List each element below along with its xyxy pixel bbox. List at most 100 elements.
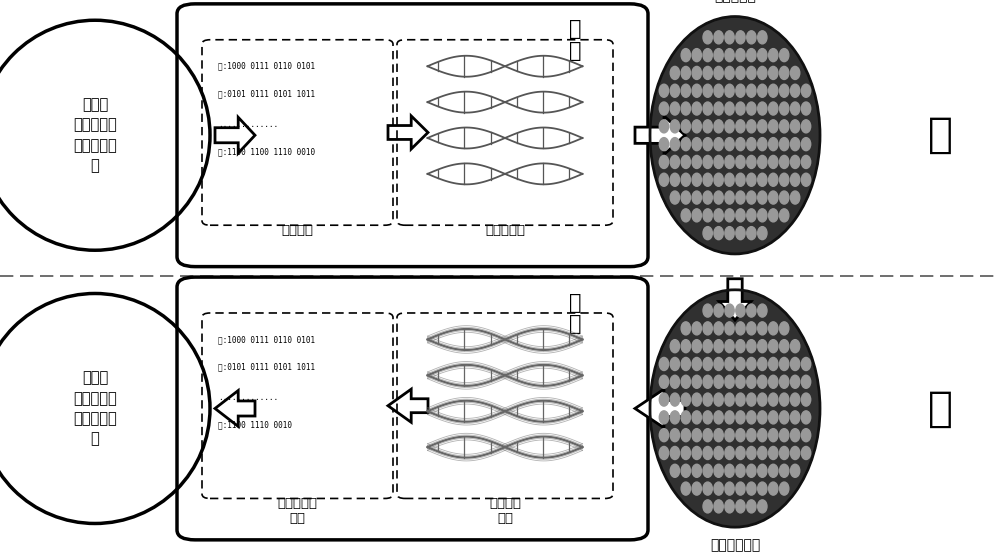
Ellipse shape	[769, 411, 778, 424]
Ellipse shape	[725, 102, 734, 115]
Ellipse shape	[801, 429, 811, 442]
Ellipse shape	[692, 393, 701, 406]
Ellipse shape	[659, 358, 669, 370]
Text: 荧光探针杂交: 荧光探针杂交	[710, 538, 760, 552]
Ellipse shape	[670, 464, 680, 477]
Ellipse shape	[725, 84, 734, 97]
Ellipse shape	[769, 464, 778, 477]
Ellipse shape	[769, 393, 778, 406]
FancyBboxPatch shape	[177, 4, 648, 267]
Ellipse shape	[714, 156, 723, 168]
Ellipse shape	[681, 482, 690, 495]
Ellipse shape	[725, 411, 734, 424]
Polygon shape	[215, 391, 255, 426]
Ellipse shape	[714, 358, 723, 370]
Ellipse shape	[758, 482, 767, 495]
Ellipse shape	[670, 137, 680, 151]
Ellipse shape	[681, 429, 690, 442]
Text: 题:1100 1100 1110 0010: 题:1100 1100 1110 0010	[218, 147, 315, 156]
Ellipse shape	[670, 411, 680, 424]
Ellipse shape	[769, 84, 778, 97]
Ellipse shape	[747, 209, 756, 222]
Ellipse shape	[758, 358, 767, 370]
Ellipse shape	[725, 464, 734, 477]
Text: 还原成二进
制码: 还原成二进 制码	[278, 497, 318, 525]
Ellipse shape	[659, 84, 669, 97]
Ellipse shape	[725, 304, 734, 317]
Ellipse shape	[747, 429, 756, 442]
Ellipse shape	[790, 191, 800, 204]
Ellipse shape	[769, 102, 778, 115]
Ellipse shape	[714, 322, 723, 335]
Ellipse shape	[659, 120, 669, 133]
Text: 题:1100 1110 0010: 题:1100 1110 0010	[218, 421, 292, 429]
Ellipse shape	[681, 322, 690, 335]
Ellipse shape	[692, 411, 701, 424]
Ellipse shape	[703, 209, 712, 222]
Ellipse shape	[790, 358, 800, 370]
Ellipse shape	[769, 209, 778, 222]
Ellipse shape	[692, 173, 701, 186]
Ellipse shape	[736, 375, 745, 388]
Ellipse shape	[714, 339, 723, 353]
Ellipse shape	[703, 447, 712, 459]
Ellipse shape	[758, 464, 767, 477]
Ellipse shape	[736, 429, 745, 442]
Ellipse shape	[780, 411, 789, 424]
Ellipse shape	[725, 482, 734, 495]
Ellipse shape	[703, 191, 712, 204]
Ellipse shape	[714, 304, 723, 317]
Ellipse shape	[736, 209, 745, 222]
Ellipse shape	[681, 120, 690, 133]
Ellipse shape	[703, 322, 712, 335]
Ellipse shape	[681, 339, 690, 353]
Ellipse shape	[736, 393, 745, 406]
Ellipse shape	[758, 429, 767, 442]
Ellipse shape	[681, 173, 690, 186]
Ellipse shape	[714, 227, 723, 240]
Ellipse shape	[714, 393, 723, 406]
Ellipse shape	[714, 31, 723, 44]
Ellipse shape	[703, 393, 712, 406]
Ellipse shape	[769, 482, 778, 495]
Ellipse shape	[801, 156, 811, 168]
Text: 读: 读	[928, 388, 952, 429]
Text: 解
码: 解 码	[569, 293, 581, 334]
Ellipse shape	[801, 411, 811, 424]
Ellipse shape	[747, 447, 756, 459]
Ellipse shape	[780, 209, 789, 222]
Ellipse shape	[758, 191, 767, 204]
Ellipse shape	[736, 49, 745, 62]
Ellipse shape	[736, 120, 745, 133]
Ellipse shape	[747, 173, 756, 186]
Ellipse shape	[780, 429, 789, 442]
Ellipse shape	[725, 393, 734, 406]
Ellipse shape	[736, 66, 745, 79]
Ellipse shape	[736, 137, 745, 151]
Ellipse shape	[747, 191, 756, 204]
Ellipse shape	[725, 358, 734, 370]
Ellipse shape	[801, 84, 811, 97]
Text: 字:0101 0111 0101 1011: 字:0101 0111 0101 1011	[218, 89, 315, 98]
Ellipse shape	[714, 447, 723, 459]
Ellipse shape	[801, 173, 811, 186]
Ellipse shape	[747, 482, 756, 495]
Ellipse shape	[758, 304, 767, 317]
Ellipse shape	[736, 304, 745, 317]
Ellipse shape	[769, 339, 778, 353]
Text: 荧光信息
读取: 荧光信息 读取	[489, 497, 521, 525]
Ellipse shape	[692, 358, 701, 370]
Ellipse shape	[736, 173, 745, 186]
Ellipse shape	[736, 156, 745, 168]
Ellipse shape	[670, 375, 680, 388]
Ellipse shape	[681, 49, 690, 62]
Ellipse shape	[670, 66, 680, 79]
Ellipse shape	[714, 411, 723, 424]
Ellipse shape	[747, 304, 756, 317]
Ellipse shape	[670, 84, 680, 97]
Ellipse shape	[714, 375, 723, 388]
Ellipse shape	[725, 429, 734, 442]
Ellipse shape	[780, 102, 789, 115]
Ellipse shape	[692, 375, 701, 388]
Ellipse shape	[703, 464, 712, 477]
